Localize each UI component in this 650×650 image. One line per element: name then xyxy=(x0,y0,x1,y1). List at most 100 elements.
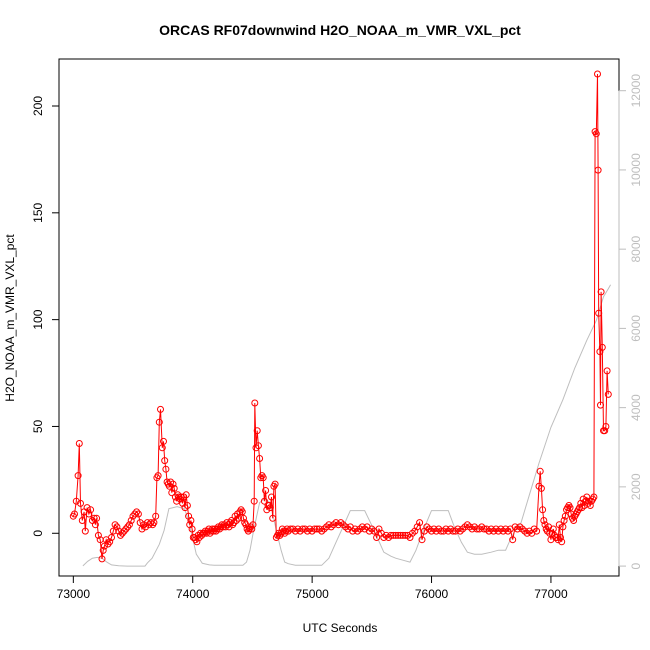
data-point xyxy=(183,502,191,509)
data-point xyxy=(155,418,163,426)
data-point xyxy=(504,527,512,535)
plot-frame xyxy=(58,58,620,577)
data-point xyxy=(81,527,89,535)
data-point xyxy=(72,497,80,505)
data-point xyxy=(325,521,333,529)
data-point xyxy=(147,519,155,527)
data-point xyxy=(408,529,416,537)
data-point xyxy=(260,497,268,505)
data-point xyxy=(540,517,548,524)
data-point xyxy=(601,427,609,435)
data-point xyxy=(592,130,600,138)
data-point xyxy=(231,512,239,520)
data-point xyxy=(120,527,128,535)
data-point xyxy=(259,474,267,482)
data-point xyxy=(118,529,126,537)
data-point xyxy=(136,519,144,527)
data-point xyxy=(154,472,162,480)
data-point xyxy=(78,517,86,524)
data-point xyxy=(180,493,188,501)
data-point xyxy=(235,514,243,522)
data-point xyxy=(117,531,124,539)
data-point xyxy=(262,487,270,494)
y-tick-label: 0 xyxy=(31,530,45,537)
data-point xyxy=(106,538,114,546)
data-point xyxy=(91,521,99,529)
data-point xyxy=(113,523,121,531)
data-point xyxy=(160,437,167,445)
data-point xyxy=(554,536,562,544)
data-point xyxy=(250,497,258,505)
y2-tick-label: 4000 xyxy=(629,394,643,421)
data-point xyxy=(125,521,133,529)
data-point xyxy=(339,521,347,529)
data-point xyxy=(560,517,568,524)
data-point xyxy=(509,536,517,544)
data-point xyxy=(598,343,606,351)
data-point xyxy=(597,401,604,409)
bottom-axis: 73000 74000 75000 76000 77000 xyxy=(57,575,568,601)
data-point xyxy=(594,166,602,174)
data-point xyxy=(83,504,91,512)
data-point xyxy=(225,523,233,531)
y-tick-label: 150 xyxy=(31,202,45,222)
data-point xyxy=(111,521,119,529)
data-point xyxy=(77,499,84,507)
data-point xyxy=(122,525,130,533)
data-point xyxy=(558,538,566,546)
y-axis-label: H2O_NOAA_m_VMR_VXL_pct xyxy=(3,234,17,402)
data-point xyxy=(251,399,259,407)
data-point xyxy=(182,491,190,499)
data-point xyxy=(169,480,177,488)
data-point xyxy=(138,525,146,533)
data-point xyxy=(104,540,112,548)
data-point xyxy=(127,517,135,524)
data-point xyxy=(583,493,591,501)
data-point xyxy=(557,534,564,541)
data-point xyxy=(232,517,240,524)
x-tick-label: 76000 xyxy=(415,587,449,601)
data-point xyxy=(570,517,578,524)
data-point xyxy=(521,527,529,535)
x-tick-label: 75000 xyxy=(295,587,329,601)
data-point xyxy=(602,423,610,430)
series-primary xyxy=(69,70,612,563)
y2-tick-label: 2000 xyxy=(629,473,643,500)
data-point xyxy=(461,523,469,531)
data-point xyxy=(85,510,93,518)
data-point xyxy=(248,525,256,533)
data-point xyxy=(373,534,381,541)
data-point xyxy=(537,484,545,492)
y2-tick-label: 12000 xyxy=(629,74,643,108)
data-point xyxy=(74,472,82,480)
data-point xyxy=(597,288,605,296)
data-point xyxy=(152,512,160,520)
data-point xyxy=(266,504,274,512)
x-tick-label: 73000 xyxy=(57,587,91,601)
data-point xyxy=(254,442,262,450)
data-point xyxy=(253,427,261,435)
data-point xyxy=(124,523,132,531)
data-point xyxy=(392,531,400,539)
chart-title: ORCAS RF07downwind H2O_NOAA_m_VMR_VXL_pc… xyxy=(159,22,521,38)
data-point xyxy=(418,536,426,544)
data-point xyxy=(161,457,169,465)
data-point xyxy=(566,504,574,512)
data-point xyxy=(109,527,117,535)
data-point xyxy=(100,542,108,550)
data-point xyxy=(94,531,102,539)
data-point xyxy=(594,70,601,78)
data-point xyxy=(157,405,164,413)
data-point xyxy=(444,527,452,535)
data-point xyxy=(188,525,196,533)
data-point xyxy=(71,510,78,518)
y2-tick-label: 0 xyxy=(629,562,643,569)
data-point xyxy=(323,523,330,531)
data-point xyxy=(604,390,612,398)
data-point xyxy=(75,440,83,447)
data-point xyxy=(150,519,158,527)
y-tick-label: 100 xyxy=(31,309,45,329)
data-point xyxy=(423,523,431,531)
data-point xyxy=(533,527,541,535)
